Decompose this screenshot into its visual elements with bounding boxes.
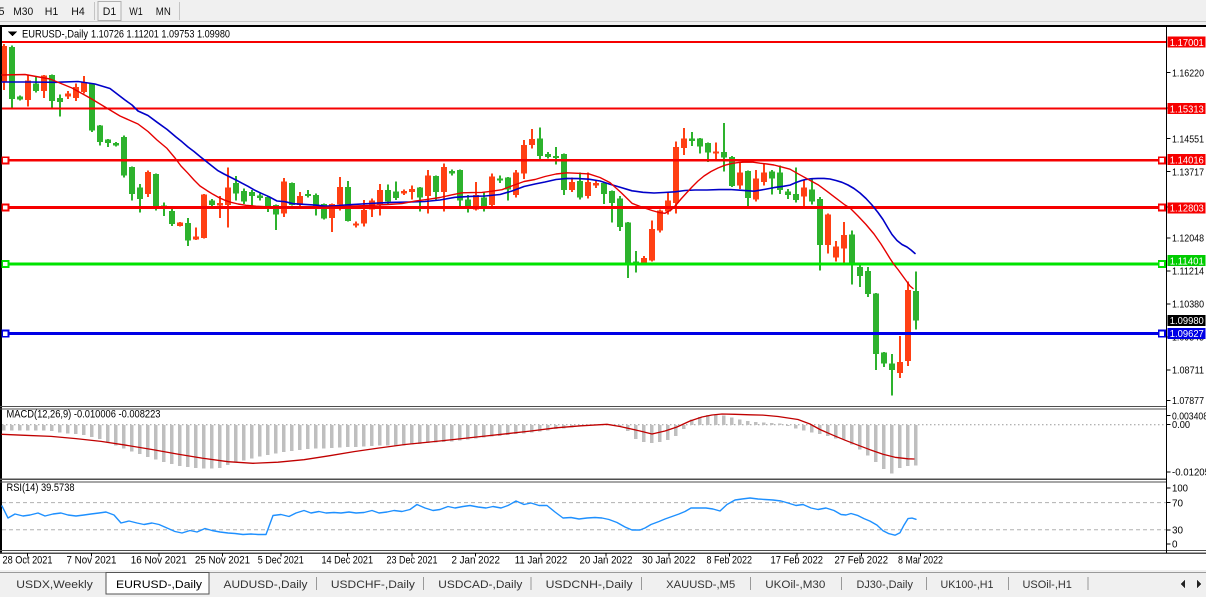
svg-text:30 Jan 2022: 30 Jan 2022 [642, 555, 696, 567]
svg-text:5: 5 [0, 6, 5, 18]
svg-text:1.16220: 1.16220 [1172, 68, 1204, 80]
svg-text:23 Dec 2021: 23 Dec 2021 [387, 555, 438, 567]
svg-text:7 Nov 2021: 7 Nov 2021 [67, 555, 117, 567]
svg-text:1.12048: 1.12048 [1172, 233, 1204, 245]
svg-text:2 Jan 2022: 2 Jan 2022 [451, 555, 500, 567]
svg-text:1.14016: 1.14016 [1170, 154, 1204, 166]
svg-text:8 Feb 2022: 8 Feb 2022 [707, 555, 753, 567]
svg-text:16 Nov 2021: 16 Nov 2021 [131, 555, 187, 567]
svg-text:1.12803: 1.12803 [1170, 203, 1204, 215]
svg-text:H4: H4 [71, 6, 85, 18]
svg-text:0.00: 0.00 [1172, 419, 1190, 431]
svg-text:USDCAD-,Daily: USDCAD-,Daily [438, 579, 523, 591]
svg-text:5 Dec 2021: 5 Dec 2021 [258, 555, 304, 567]
svg-text:8 Mar 2022: 8 Mar 2022 [898, 555, 943, 567]
svg-text:UKOil-,M30: UKOil-,M30 [765, 579, 825, 591]
svg-text:1.17001: 1.17001 [1170, 37, 1204, 49]
svg-text:W1: W1 [129, 6, 143, 18]
svg-text:AUDUSD-,Daily: AUDUSD-,Daily [224, 579, 309, 591]
svg-text:USOil-,H1: USOil-,H1 [1022, 579, 1071, 591]
svg-text:14 Dec 2021: 14 Dec 2021 [322, 555, 374, 567]
svg-text:30: 30 [1172, 525, 1183, 537]
svg-text:M30: M30 [13, 6, 33, 18]
svg-text:USDCNH-,Daily: USDCNH-,Daily [546, 579, 634, 591]
svg-text:H1: H1 [45, 6, 59, 18]
svg-text:1.15313: 1.15313 [1170, 103, 1204, 115]
svg-text:17 Feb 2022: 17 Feb 2022 [771, 555, 824, 567]
svg-text:1.10726 1.11201 1.09753 1.0998: 1.10726 1.11201 1.09753 1.09980 [91, 29, 230, 41]
svg-text:20 Jan 2022: 20 Jan 2022 [580, 555, 633, 567]
svg-text:100: 100 [1172, 483, 1188, 495]
svg-text:1.07877: 1.07877 [1172, 395, 1204, 407]
svg-text:28 Oct 2021: 28 Oct 2021 [3, 555, 53, 567]
svg-text:1.09627: 1.09627 [1170, 328, 1204, 340]
svg-text:1.08711: 1.08711 [1172, 365, 1204, 377]
svg-text:UK100-,H1: UK100-,H1 [941, 579, 994, 591]
svg-text:USDCHF-,Daily: USDCHF-,Daily [331, 579, 416, 591]
svg-text:25 Nov 2021: 25 Nov 2021 [195, 555, 250, 567]
svg-text:DJ30-,Daily: DJ30-,Daily [856, 579, 913, 591]
svg-text:RSI(14) 39.5738: RSI(14) 39.5738 [7, 482, 75, 494]
svg-text:0: 0 [1172, 539, 1178, 551]
svg-text:XAUUSD-,M5: XAUUSD-,M5 [666, 579, 735, 591]
svg-text:27 Feb 2022: 27 Feb 2022 [835, 555, 889, 567]
svg-text:11 Jan 2022: 11 Jan 2022 [515, 555, 568, 567]
svg-text:MN: MN [156, 6, 171, 18]
svg-text:1.13717: 1.13717 [1172, 167, 1204, 179]
svg-text:MACD(12,26,9) -0.010006 -0.008: MACD(12,26,9) -0.010006 -0.008223 [7, 409, 161, 421]
svg-text:0.003408: 0.003408 [1172, 410, 1206, 422]
svg-text:-0.01205: -0.01205 [1172, 467, 1206, 479]
svg-text:1.11401: 1.11401 [1170, 255, 1204, 267]
svg-text:70: 70 [1172, 497, 1183, 509]
svg-text:1.11214: 1.11214 [1172, 266, 1204, 278]
svg-text:1.10380: 1.10380 [1172, 299, 1204, 311]
svg-text:1.09980: 1.09980 [1170, 315, 1204, 327]
svg-text:USDX,Weekly: USDX,Weekly [16, 579, 93, 591]
svg-text:EURUSD-,Daily: EURUSD-,Daily [116, 579, 203, 591]
svg-text:1.14551: 1.14551 [1172, 134, 1204, 146]
svg-text:EURUSD-,Daily: EURUSD-,Daily [22, 29, 88, 41]
svg-text:D1: D1 [103, 6, 117, 18]
